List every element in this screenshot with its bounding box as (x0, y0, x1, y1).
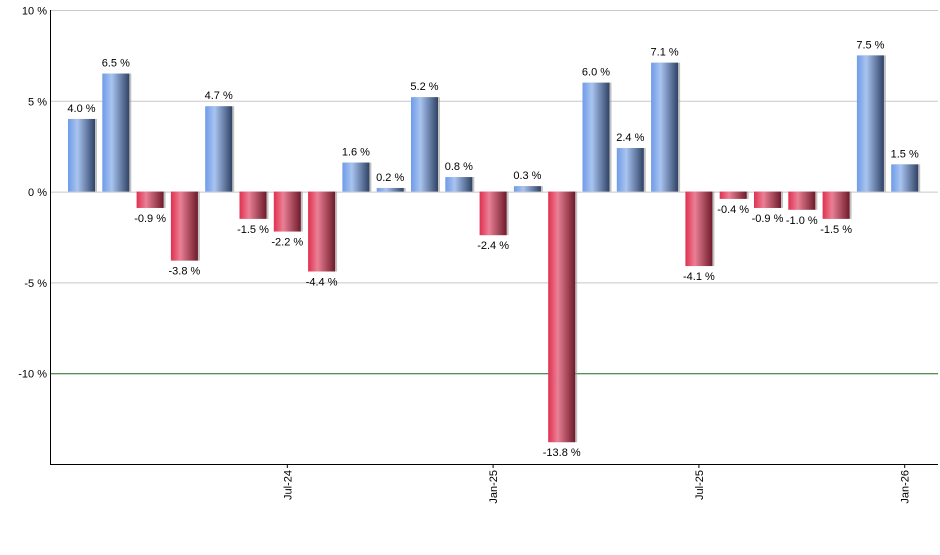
bar (102, 73, 130, 192)
bar (205, 106, 233, 192)
data-label: 1.6 % (342, 147, 370, 159)
bar (685, 191, 713, 267)
y-tick-label: 0 % (28, 187, 47, 199)
bar (136, 191, 164, 208)
x-tick-label: Jul-25 (694, 470, 706, 500)
bars (68, 55, 921, 443)
bar (308, 191, 336, 272)
data-label: 1.5 % (891, 148, 919, 160)
bar (376, 187, 404, 192)
bar (891, 164, 919, 192)
bar (754, 191, 781, 208)
bar (273, 191, 301, 232)
data-label: -1.5 % (237, 224, 269, 236)
data-label: -1.5 % (820, 224, 852, 236)
data-label: 6.5 % (102, 58, 130, 70)
data-label: -13.8 % (543, 447, 581, 459)
bar (170, 191, 198, 261)
data-label: -3.8 % (169, 266, 201, 278)
y-tick-label: 5 % (28, 96, 47, 108)
bar (651, 62, 679, 192)
bar (342, 162, 370, 192)
bar (513, 186, 541, 192)
bar (788, 191, 816, 210)
x-tick-label: Jan-25 (488, 470, 500, 504)
bar (822, 191, 850, 219)
bar (445, 177, 473, 192)
axes: 10 % 5 % 0 % -5 % -10 % Jul-24 Jan-25 Jul-25 Jan… (18, 6, 938, 504)
data-label: -0.4 % (717, 204, 749, 216)
data-label: -1.0 % (786, 215, 818, 227)
data-label: 0.8 % (445, 161, 473, 173)
y-tick-label: 10 % (22, 6, 47, 18)
data-label: -4.1 % (683, 271, 715, 283)
bar (719, 191, 747, 199)
data-label: -2.2 % (271, 237, 303, 249)
bar (411, 97, 438, 192)
data-label: 0.3 % (513, 170, 541, 182)
bar (479, 191, 507, 236)
bar (239, 191, 267, 219)
y-tick-label: -5 % (24, 278, 47, 290)
bar (582, 82, 610, 192)
data-label: 0.2 % (376, 172, 404, 184)
data-labels: 4.0 %6.5 %-0.9 %-3.8 %4.7 %-1.5 %-2.2 %-… (67, 39, 919, 459)
data-label: 4.0 % (67, 103, 95, 115)
data-label: -4.4 % (306, 277, 338, 289)
data-label: 4.7 % (205, 90, 233, 102)
data-label: -0.9 % (134, 213, 166, 225)
bar (616, 148, 644, 192)
data-label: 6.0 % (582, 67, 610, 79)
bar (68, 118, 95, 192)
bar (856, 55, 884, 192)
y-tick-label: -10 % (18, 369, 47, 381)
bar (548, 191, 576, 443)
x-tick-label: Jul-24 (282, 470, 294, 500)
data-label: 7.5 % (856, 39, 884, 51)
data-label: 5.2 % (410, 81, 438, 93)
data-label: 7.1 % (651, 47, 679, 59)
data-label: -0.9 % (752, 213, 784, 225)
data-label: 2.4 % (616, 132, 644, 144)
x-tick-label: Jan-26 (900, 470, 912, 504)
data-label: -2.4 % (477, 240, 509, 252)
